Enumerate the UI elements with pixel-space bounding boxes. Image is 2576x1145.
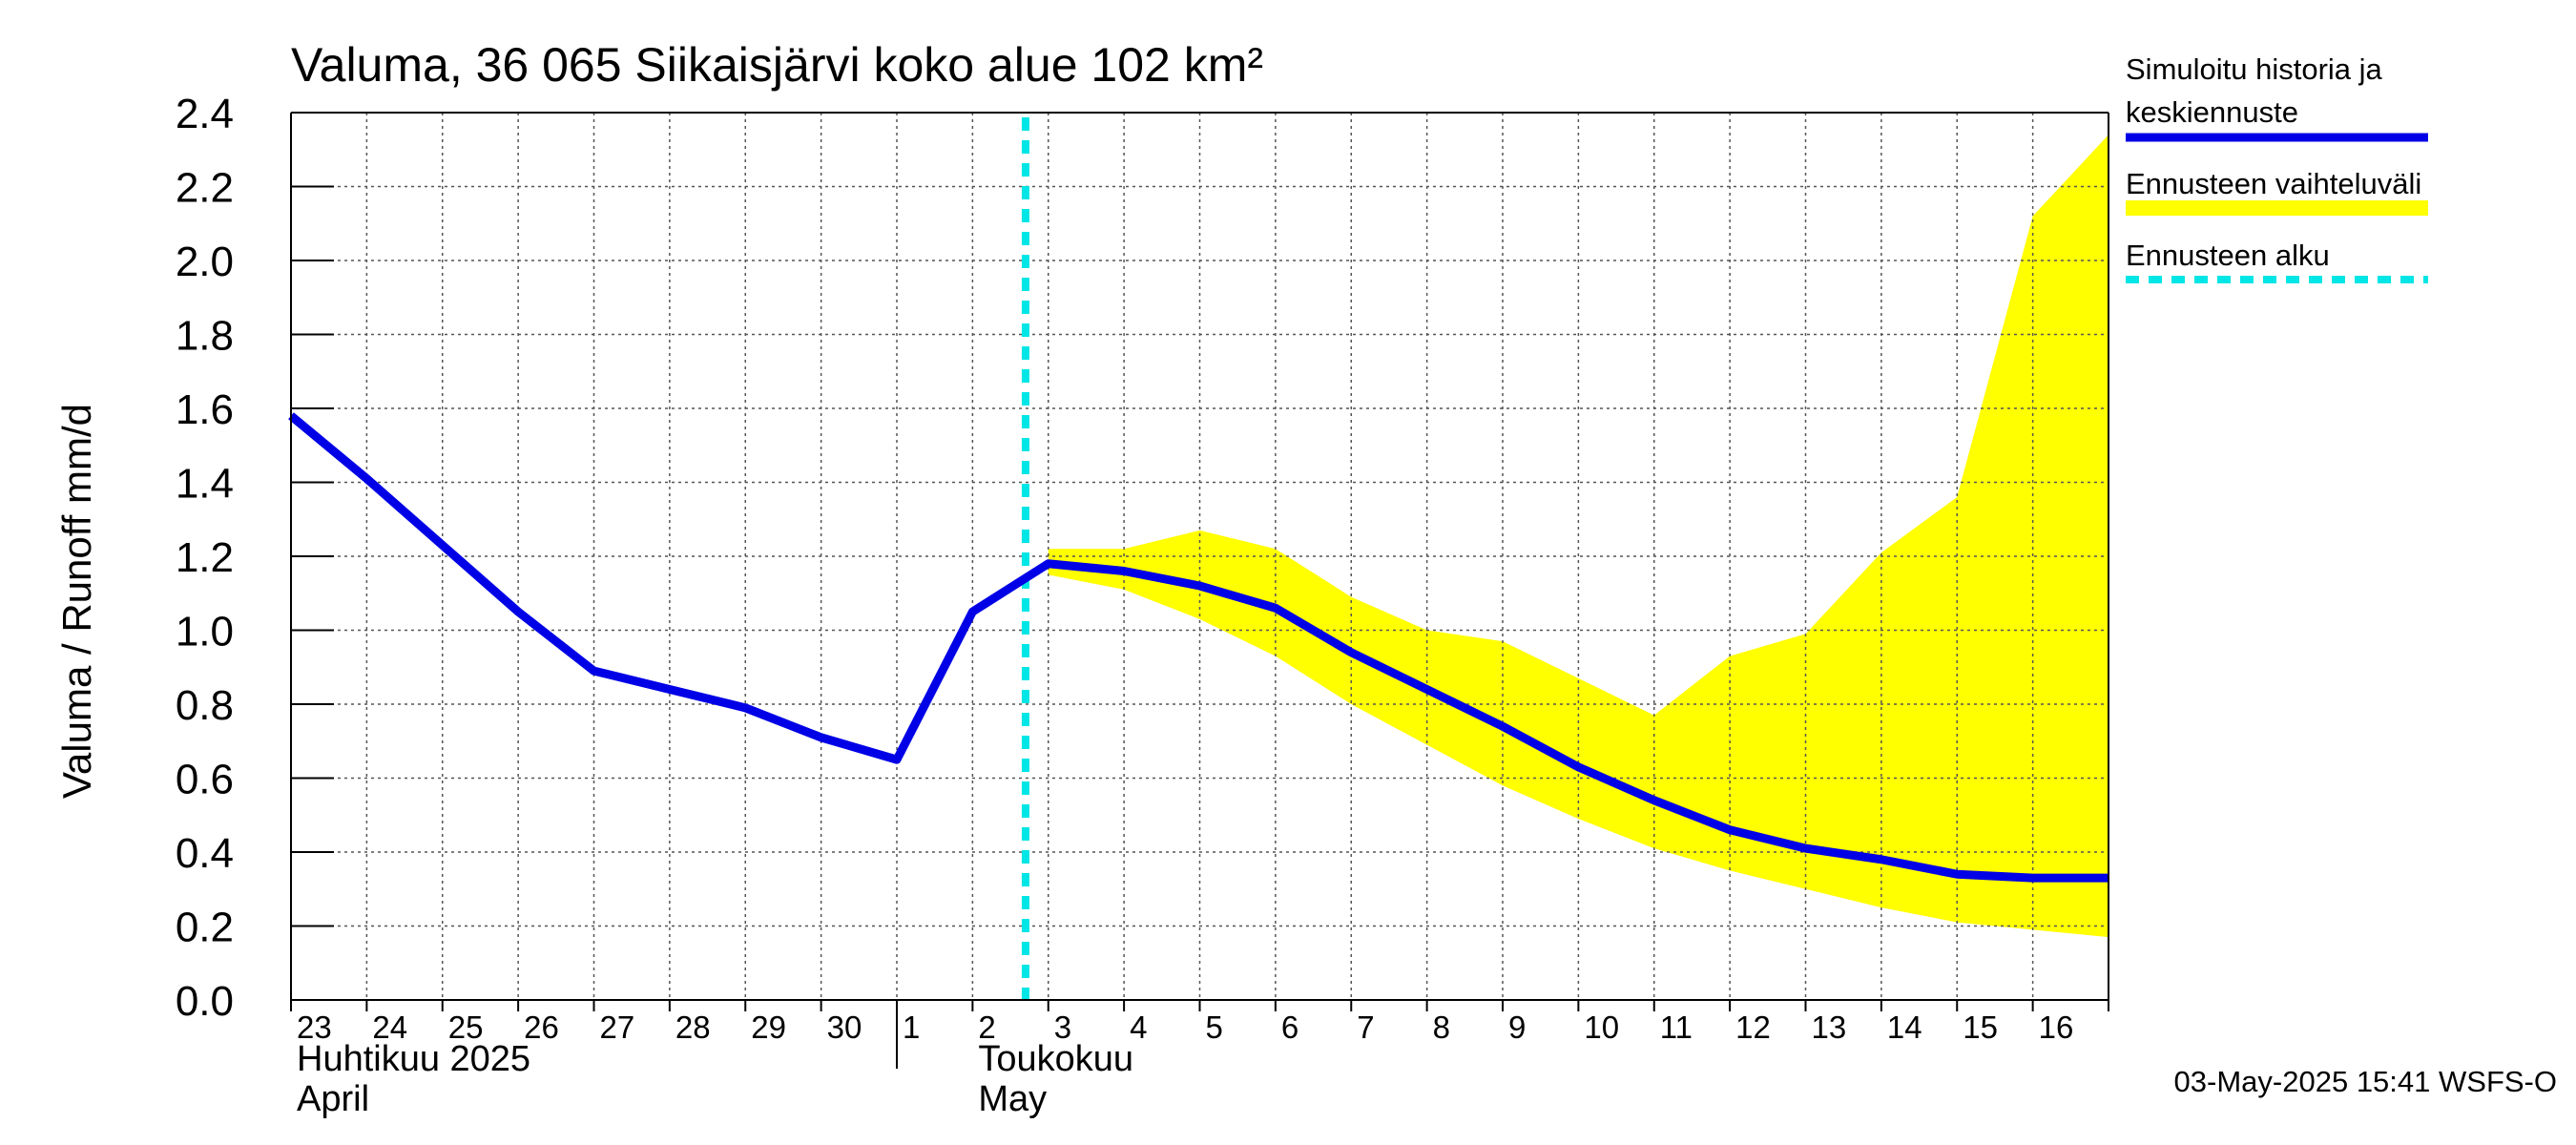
day-label: 23 (297, 1010, 332, 1045)
month-label-fi: Huhtikuu 2025 (297, 1039, 530, 1079)
forecast-range-band (1048, 135, 2109, 938)
y-tick-label: 2.2 (176, 165, 234, 212)
day-label: 10 (1584, 1010, 1619, 1045)
forecast-band-area (1048, 135, 2109, 938)
day-label: 13 (1812, 1010, 1847, 1045)
day-label: 14 (1887, 1010, 1922, 1045)
day-label: 12 (1735, 1010, 1771, 1045)
legend-label: keskiennuste (2126, 95, 2298, 129)
y-tick-label: 2.4 (176, 91, 234, 137)
day-label: 30 (827, 1010, 862, 1045)
day-label: 15 (1963, 1010, 1998, 1045)
y-tick-label: 0.0 (176, 978, 234, 1025)
y-tick-label: 0.4 (176, 830, 234, 877)
day-label: 6 (1281, 1010, 1298, 1045)
month-label-en: April (297, 1079, 369, 1119)
simulated-runoff-line (288, 412, 2109, 883)
runoff-series (288, 412, 2109, 883)
day-label: 1 (903, 1010, 920, 1045)
y-tick-label: 1.4 (176, 461, 234, 508)
grid (291, 112, 2109, 1000)
day-label: 26 (524, 1010, 559, 1045)
y-tick-label: 2.0 (176, 239, 234, 285)
day-label: 5 (1206, 1010, 1223, 1045)
legend: Simuloitu historia ja keskiennuste Ennuste… (2126, 52, 2428, 283)
y-tick-label: 1.8 (176, 313, 234, 360)
day-label: 7 (1357, 1010, 1374, 1045)
chart-title: Valuma, 36 065 Siikaisjärvi koko alue 10… (291, 38, 1263, 92)
month-label-fi: Toukokuu (978, 1039, 1133, 1079)
day-label: 11 (1660, 1010, 1693, 1045)
day-label: 28 (675, 1010, 711, 1045)
legend-label: Ennusteen vaihteluväli (2126, 167, 2421, 200)
day-label: 4 (1130, 1010, 1147, 1045)
y-tick-label: 1.6 (176, 386, 234, 433)
legend-label: Simuloitu historia ja (2126, 52, 2383, 86)
timestamp-footer: 03-May-2025 15:41 WSFS-O (2174, 1065, 2557, 1098)
legend-label: Ennusteen alku (2126, 239, 2330, 272)
day-label: 16 (2039, 1010, 2074, 1045)
y-tick-label: 0.6 (176, 757, 234, 803)
month-label-en: May (978, 1079, 1047, 1119)
day-label: 3 (1054, 1010, 1071, 1045)
day-label: 8 (1433, 1010, 1450, 1045)
day-label: 25 (448, 1010, 484, 1045)
legend-band-swatch (2126, 200, 2428, 216)
y-axis-label: Valuma / Runoff mm/d (54, 404, 99, 799)
y-tick-label: 1.2 (176, 534, 234, 581)
day-label: 27 (600, 1010, 635, 1045)
y-tick-label: 0.2 (176, 905, 234, 951)
y-tick-label: 0.8 (176, 682, 234, 729)
day-label: 9 (1508, 1010, 1526, 1045)
axes: 0.0 0.2 0.4 0.6 0.8 1.0 1.2 1.4 1.6 1.8 2.0 2.2 2.4 2… (176, 91, 2109, 1119)
day-label: 29 (751, 1010, 786, 1045)
day-label: 24 (372, 1010, 407, 1045)
day-label: 2 (978, 1010, 995, 1045)
y-tick-label: 1.0 (176, 609, 234, 656)
